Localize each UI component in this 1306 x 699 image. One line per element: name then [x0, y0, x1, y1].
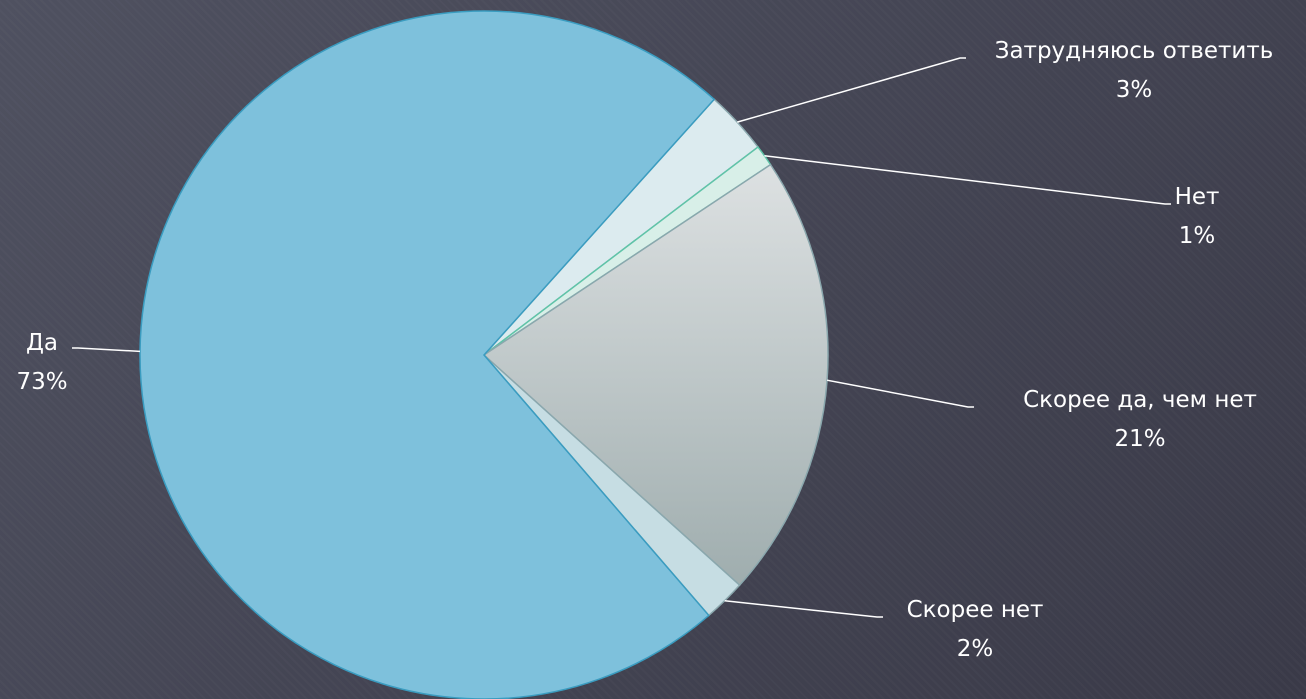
leader-line-2 [826, 379, 974, 408]
pie-slices [139, 10, 829, 699]
data-label-category-4: Да [26, 330, 58, 356]
data-label-value-4: 73% [16, 369, 67, 395]
data-label-value-3: 2% [957, 636, 994, 662]
data-label-category-1: Нет [1175, 184, 1220, 210]
data-labels: Затрудняюсь ответить 3% Нет 1% Скорее да, че… [16, 38, 1273, 662]
data-label-category-0: Затрудняюсь ответить [995, 38, 1274, 64]
data-label-value-2: 21% [1114, 426, 1165, 452]
data-label-category-2: Скорее да, чем нет [1023, 387, 1257, 413]
data-label-value-1: 1% [1179, 223, 1216, 249]
leader-line-4 [72, 347, 141, 353]
leader-line-3 [724, 600, 883, 618]
data-label-category-3: Скорее нет [907, 597, 1044, 623]
leader-lines [72, 57, 1171, 618]
data-label-value-0: 3% [1116, 77, 1153, 103]
leader-line-0 [737, 57, 966, 123]
leader-line-1 [764, 154, 1171, 205]
